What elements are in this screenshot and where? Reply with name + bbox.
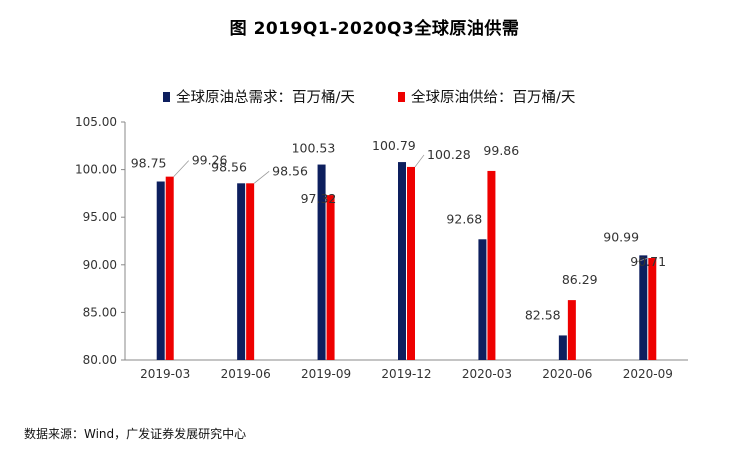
x-tick-label: 2019-09 [301, 367, 351, 381]
bar-supply [246, 183, 255, 360]
y-tick-label: 80.00 [83, 353, 117, 367]
bar-demand [237, 183, 246, 360]
bar-demand [558, 335, 567, 360]
label-leader [636, 257, 649, 263]
legend-swatch [163, 92, 170, 102]
bar-supply [326, 195, 335, 360]
bar-supply [567, 300, 576, 360]
bar-demand [317, 164, 326, 360]
data-label: 100.28 [427, 147, 471, 162]
label-leader [414, 154, 425, 168]
legend-label: 全球原油总需求：百万桶/天 [176, 88, 355, 106]
x-tick-label: 2019-12 [381, 367, 431, 381]
data-label: 86.29 [562, 272, 598, 287]
y-tick-label: 95.00 [83, 210, 117, 224]
x-tick-label: 2020-09 [623, 367, 673, 381]
y-tick-label: 100.00 [75, 163, 117, 177]
label-leader [253, 170, 270, 184]
bar-supply [487, 170, 496, 360]
data-label: 100.53 [292, 141, 336, 156]
bar-chart: 全球原油总需求：百万桶/天 全球原油供给：百万桶/天 80.00 85.00 90.0… [75, 88, 688, 381]
data-label: 92.68 [446, 211, 482, 226]
chart-title: 图 2019Q1-2020Q3全球原油供需 [229, 19, 520, 39]
x-tick-label: 2020-03 [462, 367, 512, 381]
data-label: 100.79 [372, 138, 416, 153]
x-tick-label: 2019-03 [140, 367, 190, 381]
data-label: 82.58 [525, 307, 561, 322]
bar-demand [639, 255, 648, 360]
y-tick-label: 85.00 [83, 305, 117, 319]
bars [156, 162, 657, 360]
data-label: 98.56 [211, 159, 247, 174]
bar-demand [156, 181, 165, 360]
y-tick-label: 105.00 [75, 115, 117, 129]
legend: 全球原油总需求：百万桶/天 全球原油供给：百万桶/天 [163, 88, 575, 106]
data-label: 99.26 [192, 153, 228, 168]
bar-demand [398, 162, 406, 360]
data-label: 98.56 [272, 163, 308, 178]
data-label: 97.32 [301, 191, 337, 206]
legend-label: 全球原油供给：百万桶/天 [411, 88, 575, 106]
bar-demand [478, 239, 487, 360]
bar-supply [648, 258, 657, 360]
data-label: 98.75 [131, 156, 167, 171]
x-tick-label: 2020-06 [542, 367, 592, 381]
data-label: 90.71 [630, 254, 666, 269]
bar-supply [165, 176, 174, 360]
label-leader [173, 160, 190, 177]
source-note: 数据来源：Wind，广发证券发展研究中心 [24, 427, 247, 441]
data-label: 99.86 [483, 143, 519, 158]
legend-swatch [398, 92, 405, 102]
y-tick-label: 90.00 [83, 258, 117, 272]
data-label: 90.99 [603, 229, 639, 244]
y-axis: 80.00 85.00 90.00 95.00 100.00 105.00 [75, 115, 126, 367]
x-tick-label: 2019-06 [221, 367, 271, 381]
x-axis: 2019-03 2019-06 2019-09 2019-12 2020-03 2020-… [125, 359, 688, 381]
bar-supply [407, 166, 415, 360]
